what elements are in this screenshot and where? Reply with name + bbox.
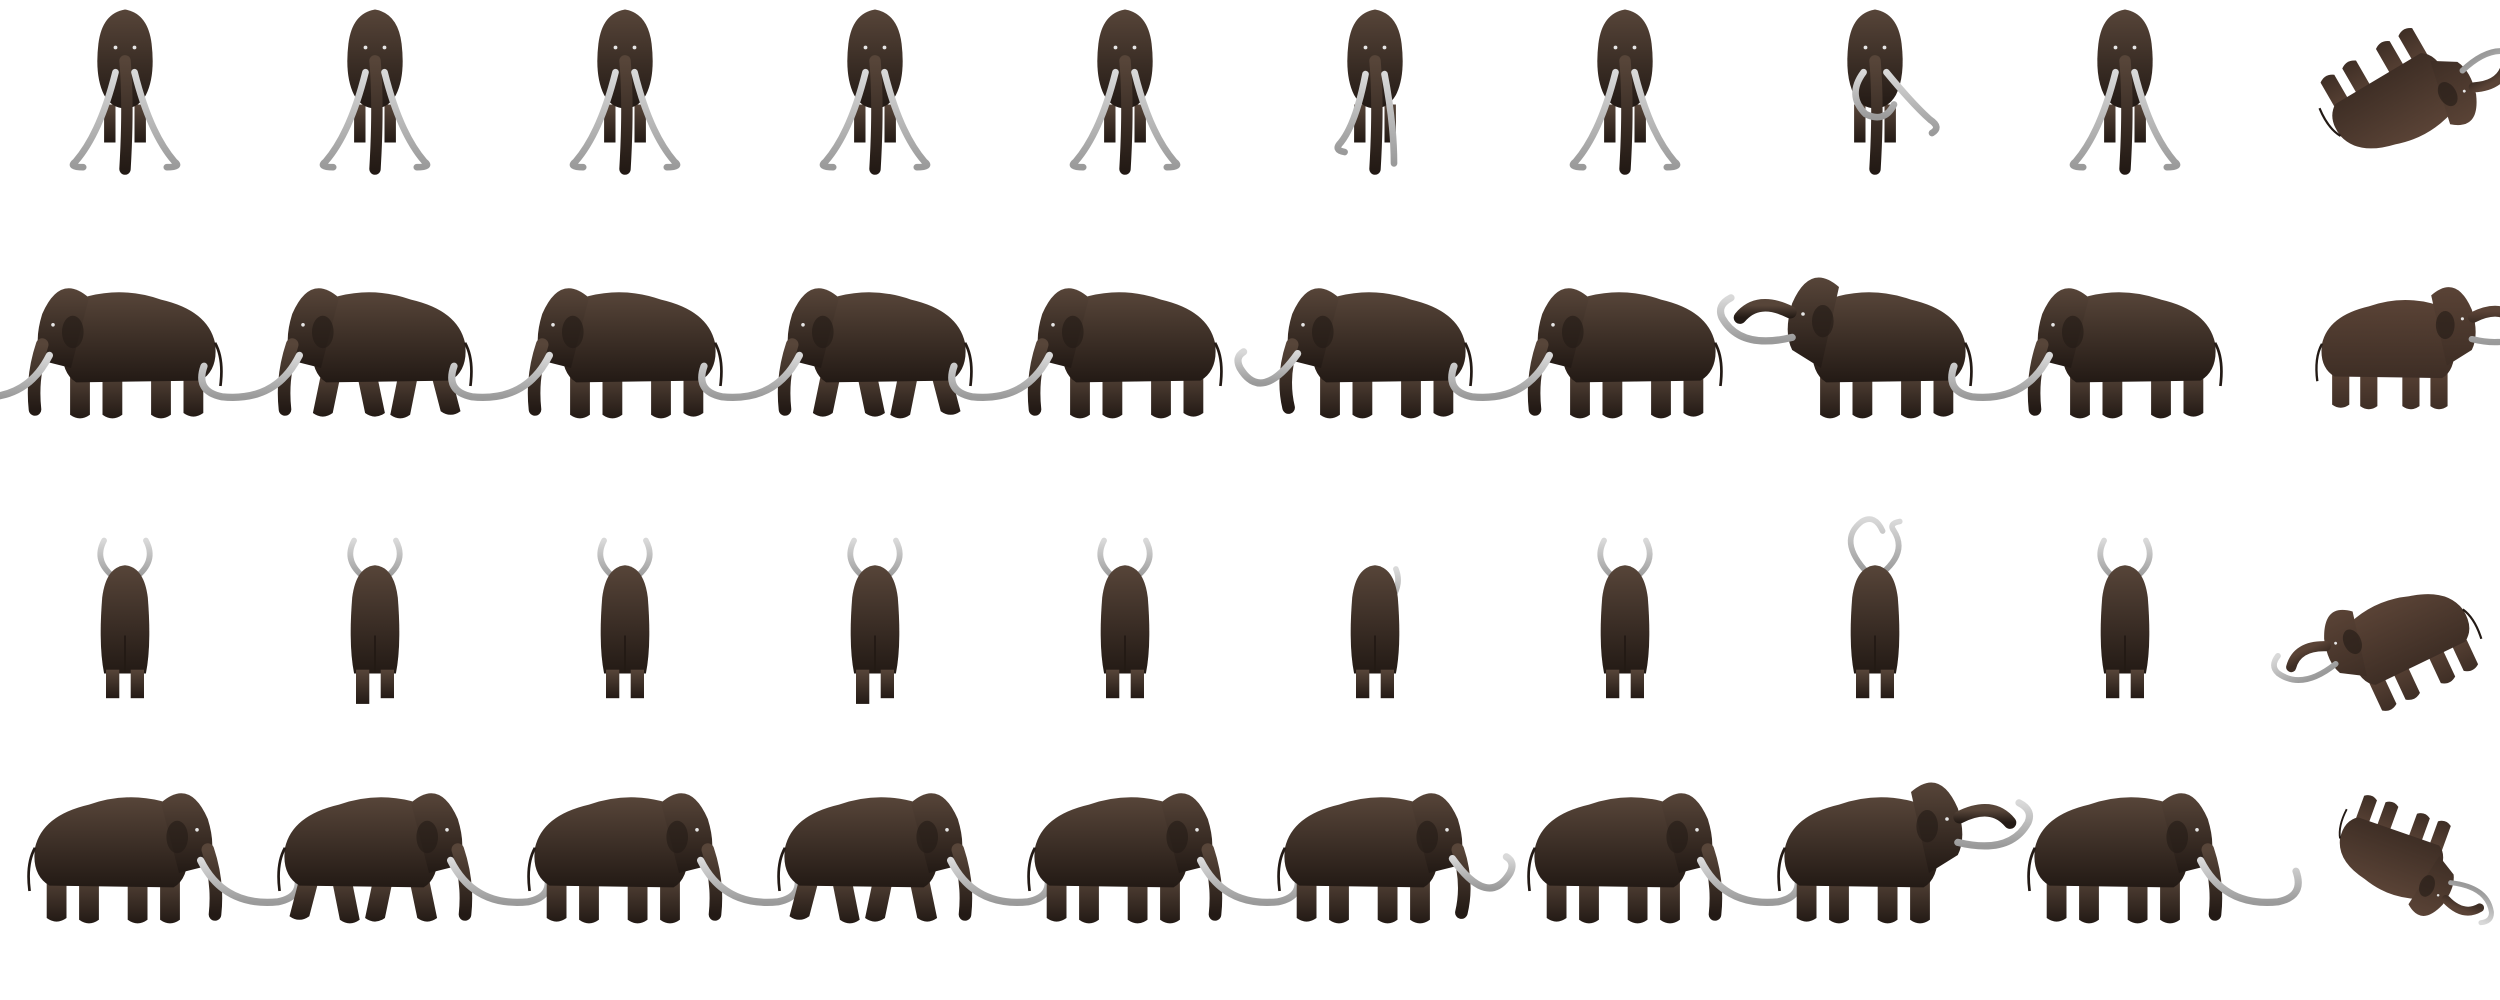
mammoth-sprite-r2-c5 — [948, 288, 1223, 419]
mammoth-sprite-r4-c1 — [27, 793, 302, 924]
mammoth-sprite-r2-c6 — [1234, 288, 1473, 419]
mammoth-sprite-r2-c10 — [2315, 287, 2500, 410]
mammoth-sprite-r3-c9 — [2097, 537, 2153, 699]
mammoth-sprite-r1-c4 — [819, 9, 931, 175]
mammoth-sprite-r1-c9 — [2069, 9, 2181, 175]
mammoth-sprite-r3-c2 — [347, 537, 403, 704]
mammoth-sprite-r2-c3 — [448, 288, 723, 419]
mammoth-sprite-r2-c1 — [0, 288, 223, 419]
mammoth-sprite-r3-c10 — [2271, 594, 2483, 711]
mammoth-sprite-r3-c3 — [597, 537, 653, 699]
mammoth-sprite-r1-c1 — [69, 9, 181, 175]
mammoth-sprite-r4-c7 — [1527, 793, 1802, 924]
mammoth-sprite-r4-c9 — [2027, 793, 2302, 924]
mammoth-sprite-r1-c6 — [1334, 9, 1403, 175]
mammoth-sprite-r2-c9 — [1948, 288, 2223, 419]
mammoth-sprite-r3-c8 — [1847, 516, 1903, 699]
mammoth-sprite-r4-c8 — [1777, 782, 2034, 924]
mammoth-sprite-r2-c2 — [198, 288, 473, 419]
mammoth-sprite-r4-c6 — [1277, 793, 1516, 924]
mammoth-sprite-r4-c4 — [777, 793, 1052, 924]
mammoth-sprite-r3-c6 — [1350, 565, 1401, 699]
mammoth-sprite-r4-c3 — [527, 793, 802, 924]
mammoth-sprite-r3-c1 — [97, 537, 153, 699]
mammoth-sprite-r4-c10 — [2338, 795, 2494, 926]
mammoth-sprite-r2-c7 — [1448, 288, 1723, 419]
mammoth-sprite-r3-c7 — [1597, 537, 1653, 699]
mammoth-sprite-r1-c5 — [1069, 9, 1181, 175]
mammoth-sprite-r1-c7 — [1569, 9, 1681, 175]
mammoth-sprite-r2-c4 — [698, 288, 973, 419]
mammoth-sprite-r1-c2 — [319, 9, 431, 175]
mammoth-sprite-r1-c8 — [1847, 9, 1940, 175]
mammoth-sprite-r4-c5 — [1027, 793, 1302, 924]
mammoth-sprite-r3-c4 — [847, 537, 903, 704]
mammoth-sprite-r1-c10 — [2318, 28, 2500, 149]
mammoth-sprite-r1-c3 — [569, 9, 681, 175]
mammoth-sprite-r2-c8 — [1716, 277, 1973, 419]
mammoth-sprite-r3-c5 — [1097, 537, 1153, 699]
mammoth-sprite-r4-c2 — [277, 793, 552, 924]
